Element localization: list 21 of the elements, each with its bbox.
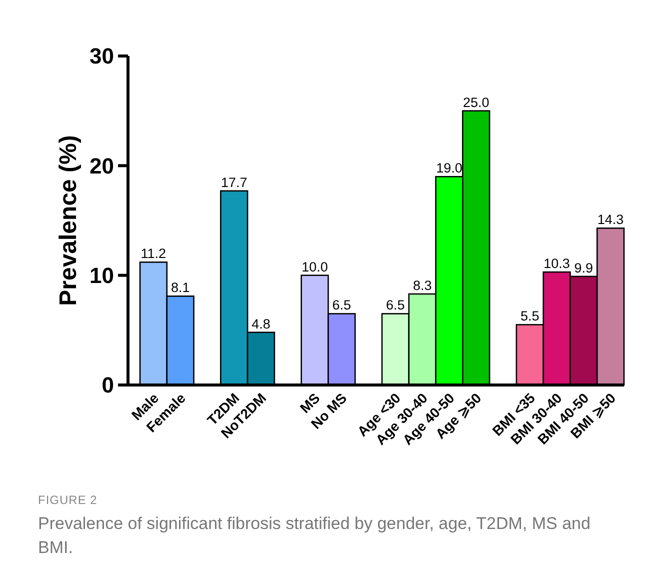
data-label: 8.1 — [170, 280, 190, 296]
data-label: 19.0 — [436, 160, 462, 176]
data-label: 14.3 — [597, 212, 624, 228]
y-tick-label: 30 — [90, 44, 114, 69]
data-label: 5.5 — [520, 308, 540, 324]
data-label: 6.5 — [386, 298, 405, 313]
data-label: 17.7 — [220, 174, 248, 190]
y-axis-title: Prevalence (%) — [55, 135, 82, 306]
data-label: 6.5 — [332, 298, 352, 313]
data-label: 4.8 — [252, 316, 270, 332]
y-tick-label: 20 — [90, 153, 114, 178]
y-tick-label: 10 — [90, 263, 114, 288]
data-label: 8.3 — [412, 278, 432, 293]
text: Prevalence of significant fibrosis stratified by gender, age, T2DM, MS and BMI. — [38, 513, 592, 559]
data-label: 9.9 — [574, 260, 594, 276]
y-tick-label: 0 — [102, 372, 114, 398]
data-label: 11.2 — [140, 246, 166, 262]
data-label: 25.0 — [462, 94, 490, 110]
data-label: 10.3 — [544, 256, 570, 272]
data-label: 10.0 — [302, 259, 328, 274]
caption: FIGURE 2 — [38, 493, 98, 507]
